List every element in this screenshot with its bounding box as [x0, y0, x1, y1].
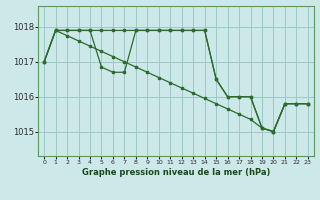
X-axis label: Graphe pression niveau de la mer (hPa): Graphe pression niveau de la mer (hPa): [82, 168, 270, 177]
